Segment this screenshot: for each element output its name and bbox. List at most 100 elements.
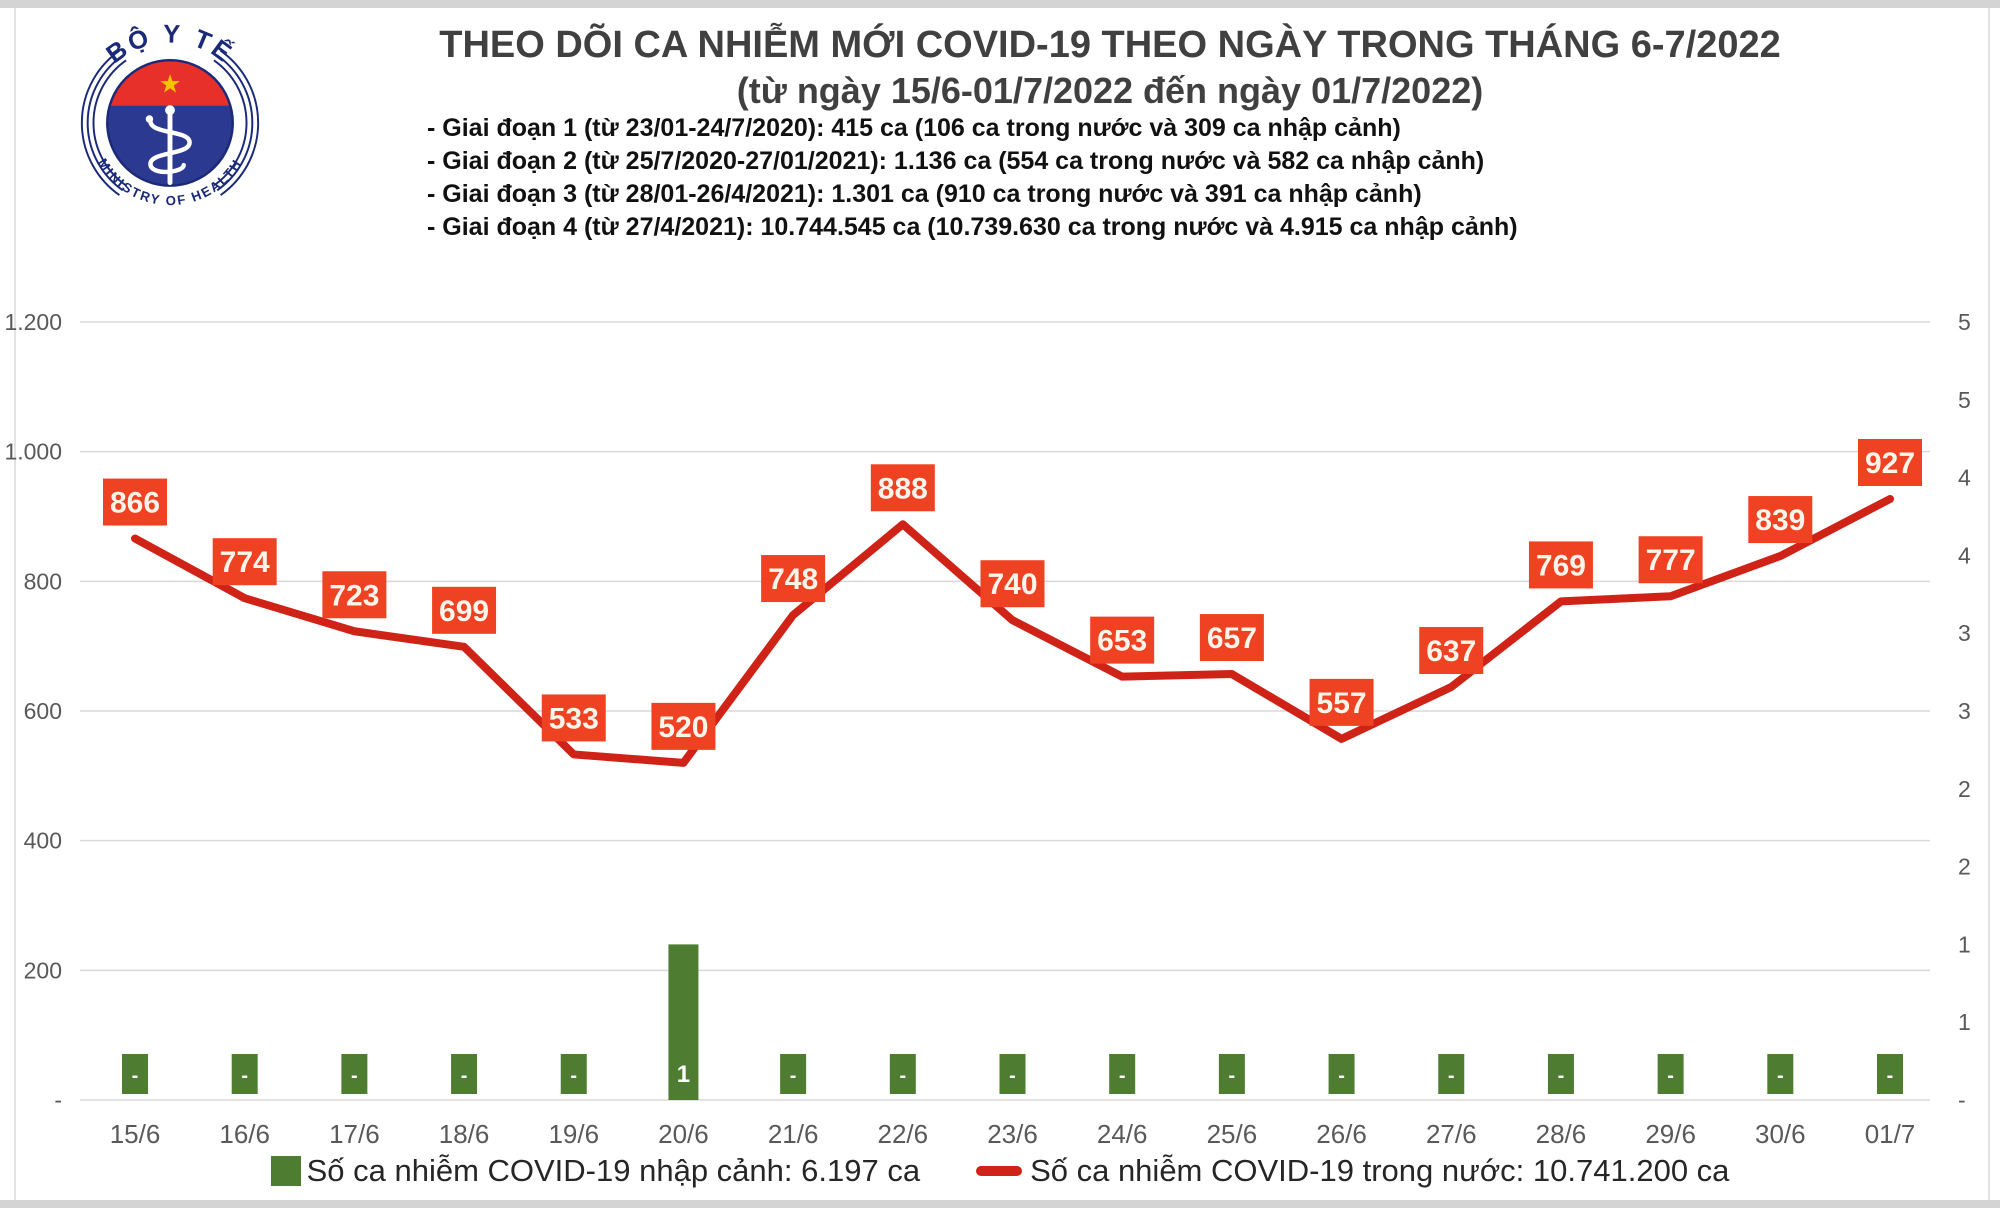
imported-badge	[1657, 1054, 1684, 1094]
x-axis-label: 16/6	[219, 1119, 270, 1149]
chart-title: THEO DÕI CA NHIỄM MỚI COVID-19 THEO NGÀY…	[439, 24, 1781, 66]
x-axis-label: 18/6	[439, 1119, 490, 1149]
x-axis-label: 21/6	[768, 1119, 819, 1149]
ministry-of-health-logo: BỘ Y TẾ MINISTRY OF HEALTH ★	[80, 20, 260, 208]
phase-line-1: - Giai đoạn 1 (từ 23/01-24/7/2020): 415 …	[427, 114, 1401, 142]
left-frame-line	[14, 8, 16, 1200]
value-label-box	[212, 538, 277, 586]
x-axis-label: 19/6	[548, 1119, 599, 1149]
imported-badge	[122, 1054, 148, 1094]
right-axis-label: 5	[1958, 387, 1971, 413]
imported-bar-label: -	[1558, 1065, 1565, 1087]
value-label: 774	[220, 546, 270, 579]
value-label: 888	[878, 472, 928, 505]
value-label: 723	[329, 579, 379, 612]
value-label-box	[1090, 616, 1155, 664]
value-label-box	[1748, 496, 1813, 544]
imported-swatch-icon	[270, 1156, 301, 1186]
logo-disc-ring	[106, 58, 234, 187]
value-label-box	[1528, 541, 1593, 589]
imported-badge	[1547, 1054, 1574, 1094]
imported-bar-label: 1	[677, 1061, 690, 1088]
value-label-box	[322, 571, 387, 619]
bottom-frame-strip	[0, 1200, 2000, 1208]
x-axis-label: 26/6	[1316, 1119, 1367, 1149]
imported-bar-label: -	[570, 1065, 577, 1087]
value-label-box	[1309, 678, 1374, 726]
left-axis-label: 800	[24, 568, 62, 594]
imported-badge	[341, 1054, 368, 1094]
imported-badge	[1218, 1054, 1245, 1094]
top-frame-strip	[0, 0, 2000, 8]
value-label-box	[651, 702, 716, 750]
value-label-box	[1419, 627, 1484, 675]
x-axis-label: 01/7	[1865, 1119, 1916, 1149]
value-label: 637	[1426, 635, 1476, 668]
left-axis-label: 1.000	[4, 439, 62, 465]
imported-bar-label: -	[899, 1065, 906, 1087]
x-axis-label: 24/6	[1097, 1119, 1148, 1149]
imported-bar-label: -	[790, 1065, 797, 1087]
imported-bar-label: -	[1009, 1065, 1016, 1087]
value-label: 533	[549, 702, 599, 735]
header-block: THEO DÕI CA NHIỄM MỚI COVID-19 THEO NGÀY…	[280, 22, 1940, 114]
x-axis-label: 27/6	[1426, 1119, 1477, 1149]
value-label: 653	[1097, 625, 1147, 658]
right-axis-label: 2	[1958, 854, 1971, 880]
x-axis-label: 28/6	[1536, 1119, 1587, 1149]
value-label-box	[761, 555, 826, 603]
imported-badge	[1109, 1054, 1136, 1094]
right-axis-label: 4	[1958, 542, 1971, 568]
imported-badge	[780, 1054, 807, 1094]
value-label-box	[103, 478, 167, 526]
value-label: 866	[110, 487, 160, 520]
imported-bar-label: -	[1667, 1065, 1674, 1087]
value-label-box	[432, 586, 497, 634]
value-label: 699	[439, 595, 489, 628]
right-axis-label: 1	[1958, 1009, 1971, 1035]
chart-legend: Số ca nhiễm COVID-19 nhập cảnh: 6.197 ca…	[0, 1148, 2000, 1194]
value-label: 557	[1317, 687, 1367, 720]
right-axis-label: 1	[1958, 931, 1971, 957]
left-axis-label: 200	[24, 957, 62, 983]
asclepius-staff-icon	[145, 105, 192, 186]
imported-bar-label: -	[1229, 1065, 1236, 1087]
value-label: 740	[987, 568, 1037, 601]
imported-badge	[1328, 1054, 1355, 1094]
x-axis-label: 20/6	[658, 1119, 709, 1149]
right-axis-label: 3	[1958, 620, 1971, 646]
legend-label-imported: Số ca nhiễm COVID-19 nhập cảnh: 6.197 ca	[306, 1153, 921, 1188]
value-label: 927	[1865, 447, 1915, 480]
logo-side-arcs	[80, 49, 260, 196]
value-label: 777	[1646, 544, 1696, 577]
x-axis-label: 25/6	[1207, 1119, 1258, 1149]
value-label-box	[1638, 536, 1703, 584]
right-axis-label: -	[1958, 1087, 1966, 1113]
left-axis-label: -	[54, 1087, 62, 1113]
imported-badge	[1767, 1054, 1794, 1094]
imported-bar-label: -	[241, 1065, 248, 1087]
imported-badge	[231, 1054, 258, 1094]
phase-summary: - Giai đoạn 1 (từ 23/01-24/7/2020): 415 …	[427, 112, 1518, 244]
right-axis-label: 4	[1958, 465, 1971, 491]
value-label-box	[1858, 438, 1922, 486]
value-label-box	[870, 464, 935, 512]
x-axis-label: 15/6	[110, 1119, 161, 1149]
imported-badge	[999, 1054, 1026, 1094]
imported-bar-label: -	[1887, 1065, 1894, 1087]
legend-item-imported: Số ca nhiễm COVID-19 nhập cảnh: 6.197 ca	[270, 1153, 921, 1189]
x-axis-label: 23/6	[987, 1119, 1038, 1149]
x-axis-label: 22/6	[878, 1119, 929, 1149]
right-axis-label: 3	[1958, 698, 1971, 724]
domestic-swatch-icon	[976, 1166, 1023, 1176]
phase-line-3: - Giai đoạn 3 (từ 28/01-26/4/2021): 1.30…	[427, 180, 1422, 208]
logo-star-icon: ★	[159, 71, 182, 99]
right-axis-label: 5	[1958, 309, 1971, 335]
imported-bar	[668, 944, 699, 1100]
value-label-box	[1199, 614, 1264, 662]
value-label: 769	[1536, 549, 1586, 582]
imported-badge	[1877, 1054, 1903, 1094]
x-axis-label: 29/6	[1645, 1119, 1696, 1149]
imported-bar-label: -	[1338, 1065, 1345, 1087]
